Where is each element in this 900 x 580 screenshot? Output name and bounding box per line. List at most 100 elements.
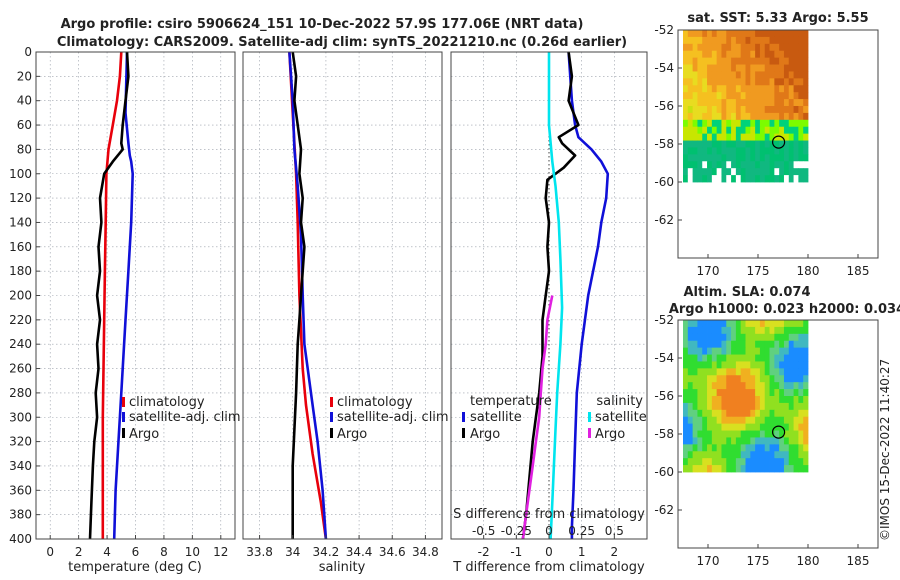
heatmap-cell (697, 57, 703, 65)
heatmap-cell (707, 36, 713, 45)
heatmap-cell (769, 161, 775, 169)
heatmap-cell (683, 320, 689, 328)
heatmap-cell (735, 106, 742, 114)
x-tick-label: 0 (545, 545, 553, 559)
heatmap-cell (788, 354, 794, 362)
heatmap-cell (740, 451, 746, 459)
heatmap-cell (793, 168, 799, 176)
heatmap-cell (687, 36, 694, 45)
heatmap-cell (731, 92, 737, 100)
heatmap-cell (745, 347, 751, 355)
heatmap-cell (759, 354, 766, 362)
heatmap-cell (769, 154, 775, 162)
heatmap-cell (731, 106, 737, 114)
heatmap-cell (740, 347, 746, 355)
heatmap-cell (740, 50, 746, 59)
heatmap-cell (735, 368, 742, 376)
heatmap-cell (683, 340, 689, 349)
heatmap-cell (788, 361, 794, 369)
heatmap-cell (740, 375, 746, 383)
heatmap-cell (721, 340, 727, 349)
heatmap-cell (750, 361, 756, 369)
heatmap-cell (711, 36, 718, 45)
heatmap-cell (721, 465, 727, 473)
heatmap-cell (726, 119, 732, 128)
heatmap-cell (793, 133, 799, 141)
heatmap-cell (803, 437, 809, 445)
depth-tick-label: 200 (9, 289, 32, 303)
heatmap-cell (788, 112, 794, 121)
heatmap-cell (711, 133, 718, 141)
heatmap-cell (783, 43, 790, 52)
heatmap-cell (779, 416, 785, 425)
heatmap-cell (745, 382, 751, 390)
heatmap-cell (702, 444, 708, 452)
heatmap-cell (779, 106, 785, 114)
heatmap-cell (755, 465, 761, 473)
heatmap-cell (687, 320, 694, 328)
heatmap-cell (692, 458, 698, 466)
heatmap-cell (769, 99, 775, 107)
heatmap-cell (759, 161, 766, 169)
legend-header-salinity: salinity (596, 394, 643, 409)
heatmap-cell (683, 36, 689, 45)
heatmap-cell (740, 119, 746, 128)
heatmap-cell (745, 409, 751, 418)
heatmap-cell (803, 92, 809, 100)
heatmap-cell (692, 423, 698, 431)
heatmap-cell (740, 154, 746, 162)
heatmap-cell (779, 64, 785, 72)
heatmap-cell (687, 458, 694, 466)
heatmap-cell (769, 126, 775, 135)
heatmap-cell (702, 375, 708, 383)
heatmap-cell (750, 50, 756, 59)
heatmap-cell (735, 465, 742, 473)
heatmap-cell (687, 465, 694, 473)
heatmap-cell (716, 396, 722, 404)
heatmap-cell (740, 389, 746, 397)
heatmap-cell (740, 361, 746, 369)
heatmap-cell (783, 326, 790, 335)
heatmap-cell (774, 99, 780, 107)
heatmap-cell (769, 465, 775, 473)
heatmap-cell (750, 340, 756, 349)
heatmap-cell (745, 423, 751, 431)
heatmap-cell (798, 175, 804, 183)
heatmap-cell (774, 133, 780, 141)
heatmap-cell (702, 396, 708, 404)
heatmap-cell (697, 423, 703, 431)
heatmap-cell (803, 30, 809, 38)
heatmap-cell (716, 78, 722, 86)
heatmap-cell (750, 375, 756, 383)
heatmap-cell (745, 78, 751, 86)
heatmap-cell (697, 168, 703, 176)
heatmap-cell (687, 119, 694, 128)
heatmap-cell (783, 368, 790, 376)
heatmap-cell (788, 147, 794, 155)
heatmap-cell (755, 168, 761, 176)
heatmap-cell (707, 409, 713, 418)
heatmap-cell (687, 409, 694, 418)
heatmap-cell (735, 458, 742, 466)
heatmap-cell (697, 99, 703, 107)
heatmap-cell (803, 119, 809, 128)
heatmap-cell (750, 437, 756, 445)
heatmap-cell (707, 92, 713, 100)
heatmap-cell (793, 368, 799, 376)
depth-tick-label: 220 (9, 313, 32, 327)
heatmap-cell (726, 437, 732, 445)
heatmap-cell (750, 119, 756, 128)
heatmap-cell (721, 168, 727, 176)
temperature-depth-ticks: 0 20 40 60 80 100 120 140 160 180 200 220 240 260 280 3… (9, 45, 40, 546)
heatmap-cell (726, 154, 732, 162)
heatmap-cell (803, 43, 809, 52)
heatmap-cell (731, 78, 737, 86)
heatmap-cell (702, 147, 708, 155)
heatmap-cell (774, 64, 780, 72)
heatmap-cell (793, 147, 799, 155)
heatmap-cell (711, 43, 718, 52)
heatmap-cell (697, 326, 703, 335)
heatmap-cell (716, 43, 722, 52)
heatmap-cell (707, 57, 713, 65)
heatmap-cell (759, 347, 766, 355)
